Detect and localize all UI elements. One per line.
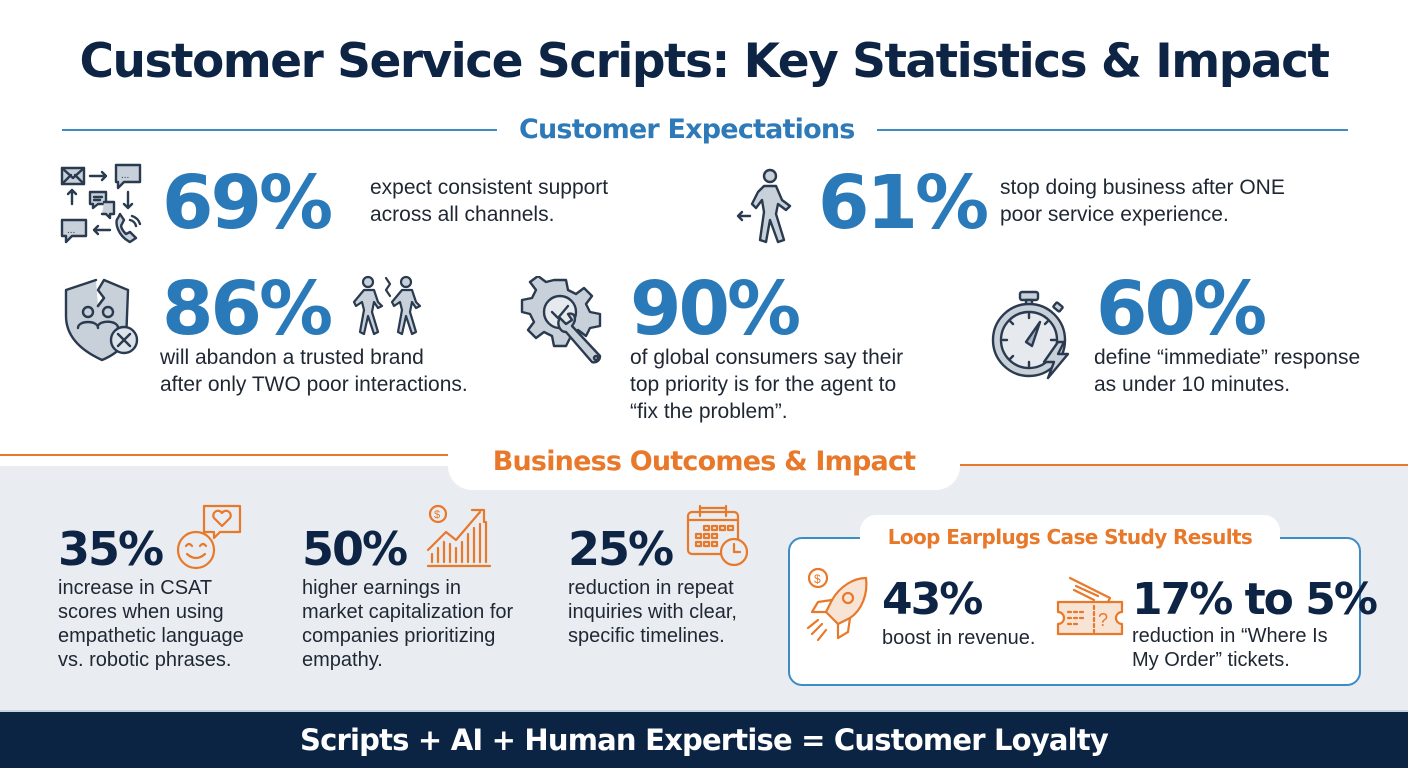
desc-line: higher earnings in (302, 577, 461, 599)
section-title: Business Outcomes & Impact (492, 446, 916, 477)
desc-line: scores when using (58, 601, 224, 623)
gear-wrench-check-icon (520, 276, 612, 368)
desc-line: expect consistent support (370, 176, 609, 199)
stat-value: 69% (162, 160, 333, 246)
stat-value: 61% (818, 160, 989, 246)
desc-line: reduction in repeat (568, 577, 734, 599)
stat-value: 35% (58, 522, 164, 576)
desc-line: poor service experience. (1000, 203, 1229, 226)
desc-line: of global consumers say their (630, 346, 904, 369)
broken-trust-shield-icon (60, 276, 144, 362)
svg-text:...: ... (121, 170, 129, 181)
svg-text:$: $ (814, 572, 821, 586)
desc-line: inquiries with clear, (568, 601, 737, 623)
desc-line: market capitalization for (302, 601, 514, 623)
svg-text:$: $ (434, 509, 440, 521)
stat-description: reduction in “Where Is My Order” tickets… (1132, 624, 1372, 672)
stat-value: 25% (568, 522, 674, 576)
omnichannel-communication-icon: ... ... (58, 162, 146, 246)
stat-value: 86% (162, 266, 333, 352)
rocket-dollar-icon: $ (804, 566, 874, 646)
case-study-tab (860, 515, 1280, 555)
desc-line: define “immediate” response (1094, 346, 1361, 369)
stat-description: of global consumers say their top priori… (630, 344, 950, 425)
svg-text:?: ? (1098, 610, 1108, 630)
desc-line: across all channels. (370, 203, 555, 226)
stat-description: define “immediate” response as under 10 … (1094, 344, 1404, 398)
divider-line (0, 454, 448, 456)
stat-value: 50% (302, 522, 408, 576)
desc-line: as under 10 minutes. (1094, 373, 1291, 396)
desc-line: stop doing business after ONE (1000, 176, 1285, 199)
case-study-title: Loop Earplugs Case Study Results (887, 525, 1253, 549)
footer-tagline: Scripts + AI + Human Expertise = Custome… (300, 723, 1109, 757)
desc-line: “fix the problem”. (630, 400, 788, 423)
desc-line: companies prioritizing (302, 625, 496, 647)
desc-line: My Order” tickets. (1132, 649, 1290, 671)
calendar-clock-icon (684, 504, 750, 568)
section-title: Customer Expectations (519, 114, 855, 145)
stat-description: boost in revenue. (882, 626, 1072, 650)
person-walking-away-icon (736, 166, 802, 246)
divider-line (960, 464, 1408, 466)
desc-line: top priority is for the agent to (630, 373, 897, 396)
desc-line: vs. robotic phrases. (58, 649, 232, 671)
desc-line: boost in revenue. (882, 627, 1036, 649)
two-people-walking-icon (348, 274, 426, 336)
section-tab (448, 440, 960, 490)
desc-line: empathy. (302, 649, 383, 671)
section-header-customer-expectations: Customer Expectations (62, 114, 1348, 145)
stat-description: higher earnings in market capitalization… (302, 576, 552, 672)
stat-description: stop doing business after ONE poor servi… (1000, 174, 1380, 228)
desc-line: increase in CSAT (58, 577, 213, 599)
stat-value: 60% (1096, 266, 1267, 352)
stopwatch-lightning-icon (988, 290, 1080, 380)
desc-line: after only TWO poor interactions. (160, 373, 468, 396)
divider-line (876, 128, 1348, 131)
smiley-heart-chat-icon (174, 504, 246, 570)
stat-description: expect consistent support across all cha… (370, 174, 700, 228)
footer-banner: Scripts + AI + Human Expertise = Custome… (0, 710, 1408, 768)
support-ticket-question-icon: ? (1054, 576, 1126, 642)
desc-line: specific timelines. (568, 625, 725, 647)
stat-value: 17% to 5% (1132, 574, 1378, 625)
page-title: Customer Service Scripts: Key Statistics… (79, 34, 1330, 89)
desc-line: reduction in “Where Is (1132, 625, 1328, 647)
stat-value: 90% (630, 266, 801, 352)
divider-line (62, 128, 497, 131)
stat-description: increase in CSAT scores when using empat… (58, 576, 278, 672)
desc-line: empathetic language (58, 625, 244, 647)
stat-value: 43% (882, 574, 983, 625)
stat-description: will abandon a trusted brand after only … (160, 344, 540, 398)
growth-chart-dollar-icon: $ (426, 504, 492, 568)
desc-line: will abandon a trusted brand (160, 346, 424, 369)
stat-description: reduction in repeat inquiries with clear… (568, 576, 788, 648)
svg-text:...: ... (67, 225, 75, 236)
